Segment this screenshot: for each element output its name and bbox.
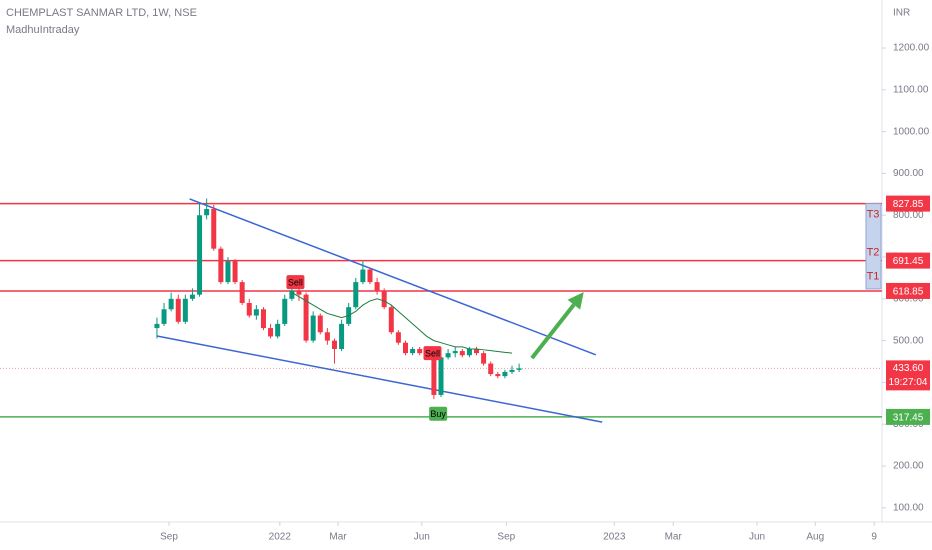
x-tick-label: Mar (329, 532, 347, 543)
x-tick-label: 2023 (603, 532, 626, 543)
candle-body (353, 282, 359, 308)
level-label: 317.45 (893, 413, 924, 424)
trendline (189, 198, 597, 356)
candle-body (388, 307, 394, 333)
level-badge (886, 252, 930, 269)
candle-body (474, 348, 480, 354)
x-tick-label: Aug (806, 532, 824, 543)
candle-body (246, 303, 252, 316)
candle-body (331, 340, 337, 349)
candle-body (431, 357, 437, 395)
target-label: T1 (867, 271, 880, 283)
candle-body (175, 298, 181, 322)
candle-body (182, 298, 188, 322)
last-price-label: 433.60 (893, 363, 924, 374)
candle-body (502, 371, 508, 377)
x-tick-label: Jun (749, 532, 765, 543)
y-tick-label: 800.00 (893, 210, 924, 221)
candle-body (161, 309, 167, 324)
candle-body (282, 298, 288, 324)
candle-body (438, 357, 444, 395)
y-tick-label: 1200.00 (893, 43, 930, 54)
candle-body (324, 332, 330, 341)
x-tick-label: Sep (497, 532, 515, 543)
candle-body (275, 323, 281, 337)
candle-body (253, 309, 259, 316)
y-tick-label: 1100.00 (893, 84, 929, 95)
level-badge (886, 282, 930, 299)
candle-body (360, 269, 366, 283)
x-tick-label: Mar (665, 532, 683, 543)
candle-body (296, 290, 302, 295)
y-tick-label: 600.00 (893, 293, 924, 304)
candle-body (374, 282, 380, 291)
y-tick-label: 500.00 (893, 335, 924, 346)
level-label: 691.45 (893, 256, 924, 267)
target-box (865, 203, 882, 290)
countdown: 19:27:04 (889, 377, 928, 388)
x-tick-label: Jun (414, 532, 430, 543)
x-tick-label: Sep (160, 532, 178, 543)
candle-body (317, 315, 323, 333)
candle-body (225, 261, 231, 283)
x-tick-label: 2022 (269, 532, 292, 543)
y-tick-label: 200.00 (893, 461, 924, 472)
candle-body (395, 332, 401, 343)
candle-body (239, 282, 245, 304)
subtitle: MadhuIntraday (6, 24, 80, 36)
candle-body (211, 208, 217, 249)
currency: INR (893, 8, 910, 19)
target-label: T2 (867, 247, 880, 259)
candle-body (509, 369, 515, 372)
signal-label: Buy (430, 409, 446, 419)
candle-body (204, 208, 210, 216)
level-badge (886, 195, 930, 212)
signal-label: Sell (288, 277, 303, 287)
candle-body (189, 294, 195, 299)
trendline (156, 335, 603, 423)
candle-body (367, 269, 373, 283)
candle-body (459, 351, 465, 356)
y-tick-label: 1000.00 (893, 126, 930, 137)
target-label: T3 (867, 209, 880, 221)
y-tick-label: 100.00 (893, 502, 924, 513)
candle-body (481, 353, 487, 364)
candle-body (289, 290, 295, 299)
candle-body (303, 294, 309, 341)
arrow-head (567, 292, 584, 310)
candle-body (168, 298, 174, 310)
signal-badge (423, 346, 442, 361)
candle-body (232, 261, 238, 283)
candle-body (466, 348, 472, 356)
signal-badge (286, 275, 305, 290)
signal-badge (429, 406, 448, 421)
candle-body (402, 342, 408, 354)
level-label: 827.85 (893, 199, 924, 210)
candle-body (197, 215, 203, 295)
level-label: 618.85 (893, 287, 924, 298)
y-tick-label: 900.00 (893, 168, 924, 179)
signal-label: Sell (425, 349, 440, 359)
x-tick-label: 9 (871, 532, 877, 543)
candle-body (410, 348, 416, 354)
candle-body (339, 323, 345, 349)
chart-title: CHEMPLAST SANMAR LTD, 1W, NSE (6, 7, 197, 19)
candle-body (417, 348, 423, 354)
moving-average (291, 292, 513, 354)
candle-body (268, 328, 274, 337)
candle-body (260, 309, 266, 329)
last-price-badge (886, 360, 930, 391)
candle-body (495, 374, 501, 377)
candle-body (488, 363, 494, 375)
candle-body (154, 323, 160, 329)
candle-body (445, 353, 451, 358)
level-badge (886, 408, 930, 425)
candle-body (310, 315, 316, 341)
candle-body (516, 368, 522, 370)
candle-body (218, 248, 224, 283)
candle-body (381, 290, 387, 308)
arrow-shaft (530, 303, 576, 360)
candle-body (452, 351, 458, 354)
